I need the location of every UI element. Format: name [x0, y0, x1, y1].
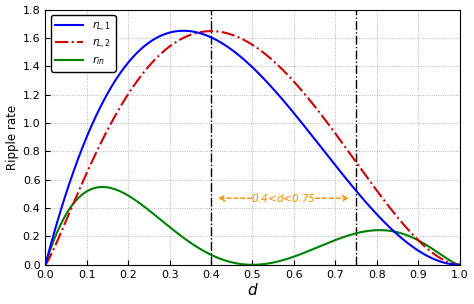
X-axis label: $d$: $d$: [246, 282, 258, 299]
$r_{L,1}$: [43, 263, 48, 267]
Text: 0.4<$d$<0.75: 0.4<$d$<0.75: [251, 192, 316, 204]
$r_{in}$: [383, 229, 389, 232]
Y-axis label: Ripple rate: Ripple rate: [6, 105, 18, 170]
$r_{L,1}$: [201, 33, 207, 36]
$r_{in}$: [100, 185, 105, 189]
$r_{L,1}$: [118, 71, 123, 74]
$r_{L,2}$: [352, 158, 357, 162]
$r_{L,2}$: [43, 263, 48, 267]
$r_{L,1}$: [312, 137, 318, 141]
Line: $r_{in}$: $r_{in}$: [46, 187, 460, 265]
$r_{in}$: [312, 247, 318, 250]
$r_{in}$: [291, 255, 297, 258]
$r_{in}$: [352, 232, 357, 236]
Line: $r_{L,2}$: $r_{L,2}$: [46, 31, 460, 265]
$r_{L,1}$: [291, 111, 297, 115]
$r_{in}$: [43, 263, 48, 267]
$r_{L,2}$: [457, 263, 463, 267]
$r_{in}$: [118, 190, 124, 193]
$r_{L,2}$: [201, 30, 207, 33]
$r_{L,2}$: [383, 201, 389, 205]
$r_{L,1}$: [457, 263, 463, 267]
$r_{L,2}$: [118, 105, 123, 108]
$r_{L,1}$: [181, 29, 186, 33]
$r_{L,1}$: [352, 187, 357, 191]
$r_{L,2}$: [291, 80, 297, 83]
$r_{L,1}$: [383, 222, 389, 226]
$r_{in}$: [201, 249, 207, 253]
$r_{L,2}$: [208, 29, 214, 33]
$r_{L,2}$: [312, 105, 318, 108]
$r_{in}$: [457, 263, 463, 267]
Legend: $r_{L,1}$, $r_{L,2}$, $r_{in}$: $r_{L,1}$, $r_{L,2}$, $r_{in}$: [51, 15, 116, 72]
Line: $r_{L,1}$: $r_{L,1}$: [46, 31, 460, 265]
